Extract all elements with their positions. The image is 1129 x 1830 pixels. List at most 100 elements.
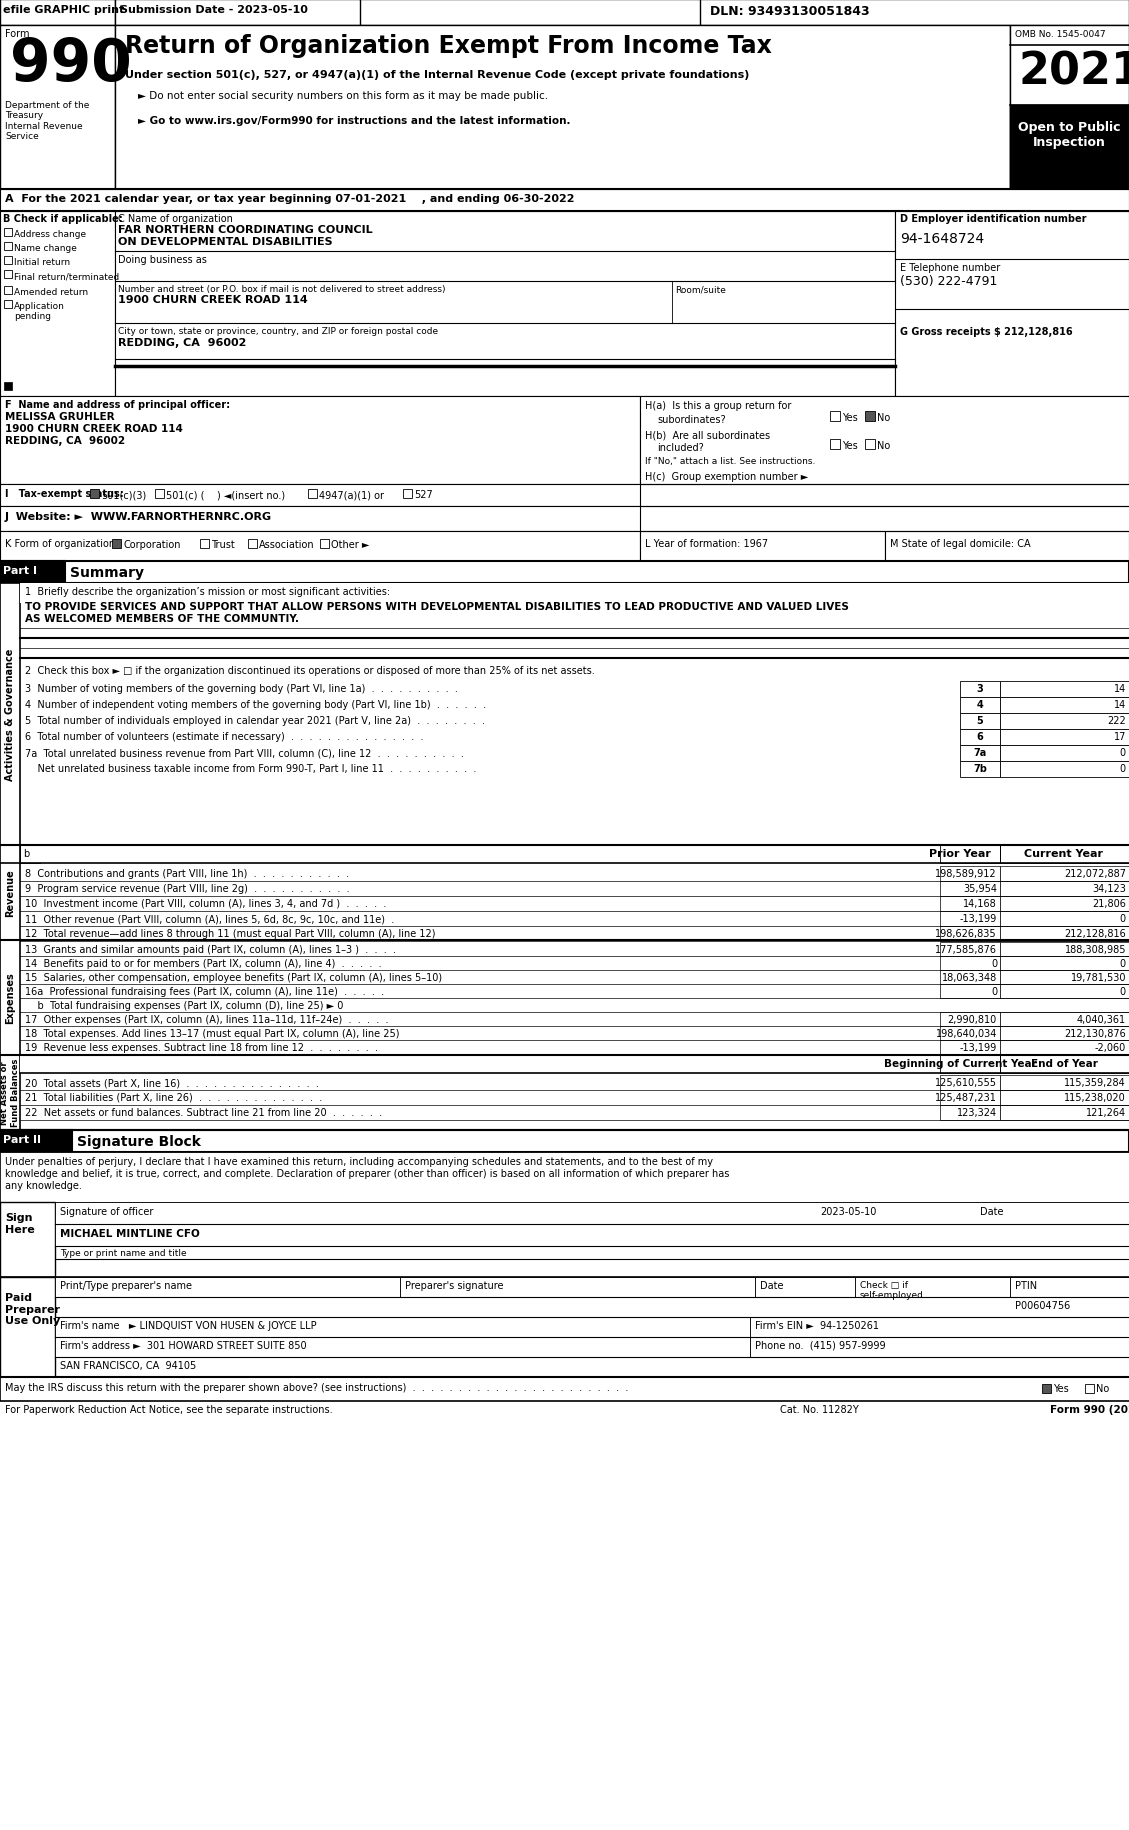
Bar: [55, 1318, 750, 1338]
Text: 2,990,810: 2,990,810: [947, 1014, 997, 1025]
Bar: [1010, 1277, 1129, 1297]
Text: 9  Program service revenue (Part VIII, line 2g)  .  .  .  .  .  .  .  .  .  .  .: 9 Program service revenue (Part VIII, li…: [25, 884, 350, 893]
Bar: [750, 1338, 1129, 1358]
Text: Yes: Yes: [1053, 1383, 1069, 1393]
Text: G Gross receipts $ 212,128,816: G Gross receipts $ 212,128,816: [900, 328, 1073, 337]
Bar: [830, 439, 840, 450]
Bar: [0, 845, 20, 941]
Text: E Telephone number: E Telephone number: [900, 264, 1000, 273]
Bar: [40, 845, 960, 864]
Bar: [20, 845, 40, 864]
Text: 6: 6: [977, 732, 983, 741]
Bar: [885, 533, 1129, 562]
Text: OMB No. 1545-0047: OMB No. 1545-0047: [1015, 29, 1105, 38]
Bar: [0, 1056, 20, 1131]
Bar: [640, 397, 1129, 485]
Text: Association: Association: [259, 540, 315, 549]
Bar: [0, 397, 640, 485]
Text: subordinates?: subordinates?: [657, 415, 726, 425]
Bar: [0, 1378, 1129, 1402]
Text: 1900 CHURN CREEK ROAD 114: 1900 CHURN CREEK ROAD 114: [119, 295, 308, 306]
Text: 4,040,361: 4,040,361: [1077, 1014, 1126, 1025]
Text: No: No: [877, 414, 891, 423]
Text: 0: 0: [1120, 763, 1126, 774]
Text: REDDING, CA  96002: REDDING, CA 96002: [5, 436, 125, 447]
Text: 125,487,231: 125,487,231: [935, 1093, 997, 1102]
Text: 1  Briefly describe the organization’s mission or most significant activities:: 1 Briefly describe the organization’s mi…: [25, 587, 391, 597]
Text: Firm's name   ► LINDQUIST VON HUSEN & JOYCE LLP: Firm's name ► LINDQUIST VON HUSEN & JOYC…: [60, 1319, 316, 1330]
Bar: [1000, 761, 1129, 778]
Text: Name change: Name change: [14, 243, 77, 253]
Bar: [940, 1041, 1000, 1054]
Text: Return of Organization Exempt From Income Tax: Return of Organization Exempt From Incom…: [125, 35, 772, 59]
Text: 123,324: 123,324: [957, 1107, 997, 1118]
Text: Summary: Summary: [70, 565, 145, 580]
Bar: [830, 412, 840, 421]
Text: 12  Total revenue—add lines 8 through 11 (must equal Part VIII, column (A), line: 12 Total revenue—add lines 8 through 11 …: [25, 928, 436, 939]
Text: 4: 4: [977, 699, 983, 710]
Bar: [960, 730, 1000, 745]
Text: M State of legal domicile: CA: M State of legal domicile: CA: [890, 538, 1031, 549]
Bar: [20, 1056, 960, 1074]
Text: H(b)  Are all subordinates: H(b) Are all subordinates: [645, 430, 770, 441]
Bar: [940, 1012, 1000, 1027]
Text: 0: 0: [991, 959, 997, 968]
Text: 198,589,912: 198,589,912: [935, 869, 997, 878]
Text: 0: 0: [991, 986, 997, 997]
Text: 6  Total number of volunteers (estimate if necessary)  .  .  .  .  .  .  .  .  .: 6 Total number of volunteers (estimate i…: [25, 732, 423, 741]
Bar: [1000, 942, 1129, 957]
Text: Print/Type preparer's name: Print/Type preparer's name: [60, 1281, 192, 1290]
Text: No: No: [1096, 1383, 1110, 1393]
Bar: [115, 0, 360, 26]
Text: 18  Total expenses. Add lines 13–17 (must equal Part IX, column (A), line 25): 18 Total expenses. Add lines 13–17 (must…: [25, 1028, 400, 1038]
Text: Under penalties of perjury, I declare that I have examined this return, includin: Under penalties of perjury, I declare th…: [5, 1157, 714, 1166]
Text: Number and street (or P.O. box if mail is not delivered to street address): Number and street (or P.O. box if mail i…: [119, 285, 446, 295]
Bar: [5, 382, 12, 392]
Text: Doing business as: Doing business as: [119, 254, 207, 265]
Bar: [0, 26, 115, 190]
Text: REDDING, CA  96002: REDDING, CA 96002: [119, 339, 246, 348]
Text: End of Year: End of Year: [1031, 1058, 1097, 1069]
Bar: [1000, 1056, 1129, 1074]
Text: Current Year: Current Year: [1024, 849, 1103, 858]
Text: MICHAEL MINTLINE CFO: MICHAEL MINTLINE CFO: [60, 1228, 200, 1239]
Text: Net Assets or
Fund Balances: Net Assets or Fund Balances: [0, 1058, 19, 1127]
Text: 7a: 7a: [973, 748, 987, 758]
Text: 2023-05-10: 2023-05-10: [820, 1206, 876, 1217]
Bar: [940, 957, 1000, 970]
Text: 990: 990: [10, 37, 132, 93]
Bar: [1000, 985, 1129, 999]
Bar: [940, 911, 1000, 926]
Text: No: No: [877, 441, 891, 450]
Text: 0: 0: [1120, 986, 1126, 997]
Text: Prior Year: Prior Year: [929, 849, 991, 858]
Text: ON DEVELOPMENTAL DISABILITIES: ON DEVELOPMENTAL DISABILITIES: [119, 236, 333, 247]
Bar: [20, 584, 1129, 604]
Text: Open to Public
Inspection: Open to Public Inspection: [1017, 121, 1120, 148]
Bar: [0, 1202, 55, 1277]
Text: MELISSA GRUHLER: MELISSA GRUHLER: [5, 412, 115, 421]
Text: 212,128,816: 212,128,816: [1065, 928, 1126, 939]
Bar: [320, 540, 329, 549]
Text: 212,072,887: 212,072,887: [1064, 869, 1126, 878]
Text: 501(c) (    ) ◄(insert no.): 501(c) ( ) ◄(insert no.): [166, 490, 286, 500]
Text: 17: 17: [1113, 732, 1126, 741]
Bar: [1000, 845, 1129, 864]
Text: b  Total fundraising expenses (Part IX, column (D), line 25) ► 0: b Total fundraising expenses (Part IX, c…: [25, 1001, 343, 1010]
Text: 20  Total assets (Part X, line 16)  .  .  .  .  .  .  .  .  .  .  .  .  .  .  .: 20 Total assets (Part X, line 16) . . . …: [25, 1078, 318, 1087]
Text: 21,806: 21,806: [1092, 899, 1126, 908]
Bar: [940, 867, 1000, 882]
Text: 11  Other revenue (Part VIII, column (A), lines 5, 6d, 8c, 9c, 10c, and 11e)  .: 11 Other revenue (Part VIII, column (A),…: [25, 913, 394, 924]
Text: A  For the 2021 calendar year, or tax year beginning 07-01-2021    , and ending : A For the 2021 calendar year, or tax yea…: [5, 194, 575, 203]
Text: 22  Net assets or fund balances. Subtract line 21 from line 20  .  .  .  .  .  .: 22 Net assets or fund balances. Subtract…: [25, 1107, 382, 1118]
Bar: [0, 562, 1129, 584]
Bar: [200, 540, 209, 549]
Text: J  Website: ►  WWW.FARNORTHERNRC.ORG: J Website: ► WWW.FARNORTHERNRC.ORG: [5, 512, 272, 522]
Text: 7b: 7b: [973, 763, 987, 774]
Bar: [0, 0, 115, 26]
Text: Expenses: Expenses: [5, 972, 15, 1023]
Text: knowledge and belief, it is true, correct, and complete. Declaration of preparer: knowledge and belief, it is true, correc…: [5, 1168, 729, 1179]
Bar: [1010, 26, 1129, 190]
Text: Paid
Preparer
Use Only: Paid Preparer Use Only: [5, 1292, 60, 1325]
Text: Under section 501(c), 527, or 4947(a)(1) of the Internal Revenue Code (except pr: Under section 501(c), 527, or 4947(a)(1)…: [125, 70, 750, 81]
